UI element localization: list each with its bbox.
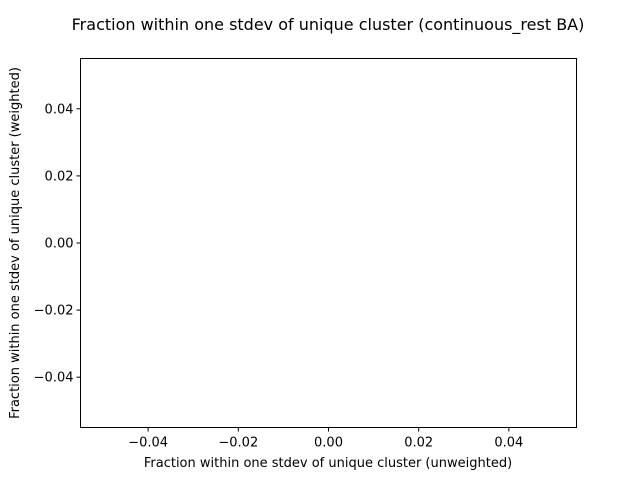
x-axis-label: Fraction within one stdev of unique clus… — [144, 456, 512, 471]
y-tick-label: 0.00 — [45, 237, 74, 252]
x-tick-label: −0.02 — [218, 436, 258, 451]
y-tick-label: −0.04 — [34, 371, 74, 386]
x-tick-label: −0.04 — [128, 436, 168, 451]
chart-title: Fraction within one stdev of unique clus… — [72, 15, 585, 35]
y-axis-label: Fraction within one stdev of unique clus… — [8, 67, 23, 419]
x-tick-label: 0.02 — [404, 436, 433, 451]
x-tick-label: 0.00 — [314, 436, 343, 451]
y-tick-label: 0.02 — [45, 169, 74, 184]
x-tick-label: 0.04 — [494, 436, 523, 451]
x-axis: −0.04 −0.02 0.00 0.02 0.04 — [128, 427, 523, 451]
y-axis: −0.04 −0.02 0.00 0.02 0.04 — [34, 102, 81, 386]
y-tick-label: 0.04 — [45, 102, 74, 117]
y-tick-label: −0.02 — [34, 304, 74, 319]
